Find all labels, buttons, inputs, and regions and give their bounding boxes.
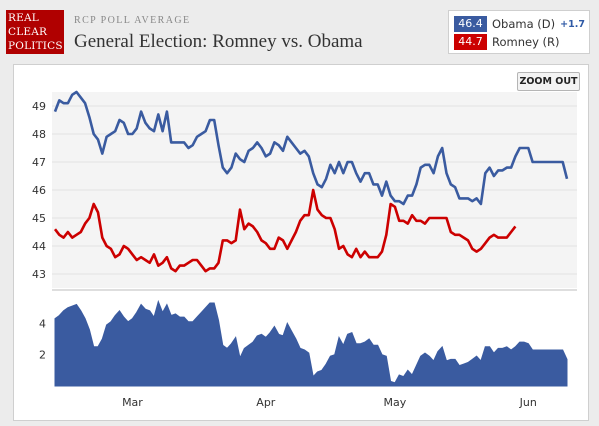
y-tick-label: 48: [32, 128, 46, 141]
logo-line-2: CLEAR: [8, 26, 48, 38]
spread-area: [54, 299, 568, 387]
kicker-label: RCP POLL AVERAGE: [74, 15, 191, 26]
legend-value-romney: 44.7: [454, 34, 487, 50]
x-tick-label: Jun: [519, 396, 537, 409]
legend-label-obama: Obama (D): [492, 17, 556, 31]
y-tick-label: 47: [32, 156, 46, 169]
x-tick-label: Apr: [256, 396, 276, 409]
spread-y-tick-label: 2: [39, 349, 46, 362]
zoom-out-button[interactable]: ZOOM OUT: [517, 72, 580, 91]
x-tick-label: May: [384, 396, 407, 409]
legend-value-obama: 46.4: [454, 16, 487, 32]
logo-line-1: REAL: [8, 12, 39, 24]
y-tick-label: 44: [32, 240, 46, 253]
y-tick-label: 45: [32, 212, 46, 225]
y-tick-label: 49: [32, 100, 46, 113]
series-line-obama: [53, 90, 569, 206]
legend-change-obama: +1.7: [560, 18, 585, 30]
logo-line-3: POLITICS: [8, 40, 63, 52]
y-tick-label: 43: [32, 268, 46, 281]
legend-entry-obama: 46.4 Obama (D) +1.7: [454, 16, 585, 32]
chart-title: General Election: Romney vs. Obama: [74, 31, 363, 52]
legend-box: 46.4 Obama (D) +1.7 44.7 Romney (R): [448, 10, 590, 54]
legend-entry-romney: 44.7 Romney (R): [454, 34, 560, 50]
rcp-logo[interactable]: REAL CLEAR POLITICS: [6, 10, 64, 54]
y-tick-label: 46: [32, 184, 46, 197]
series-line-romney: [53, 188, 517, 273]
x-tick-label: Mar: [122, 396, 143, 409]
spread-y-tick-label: 4: [39, 317, 46, 330]
legend-label-romney: Romney (R): [492, 35, 560, 49]
